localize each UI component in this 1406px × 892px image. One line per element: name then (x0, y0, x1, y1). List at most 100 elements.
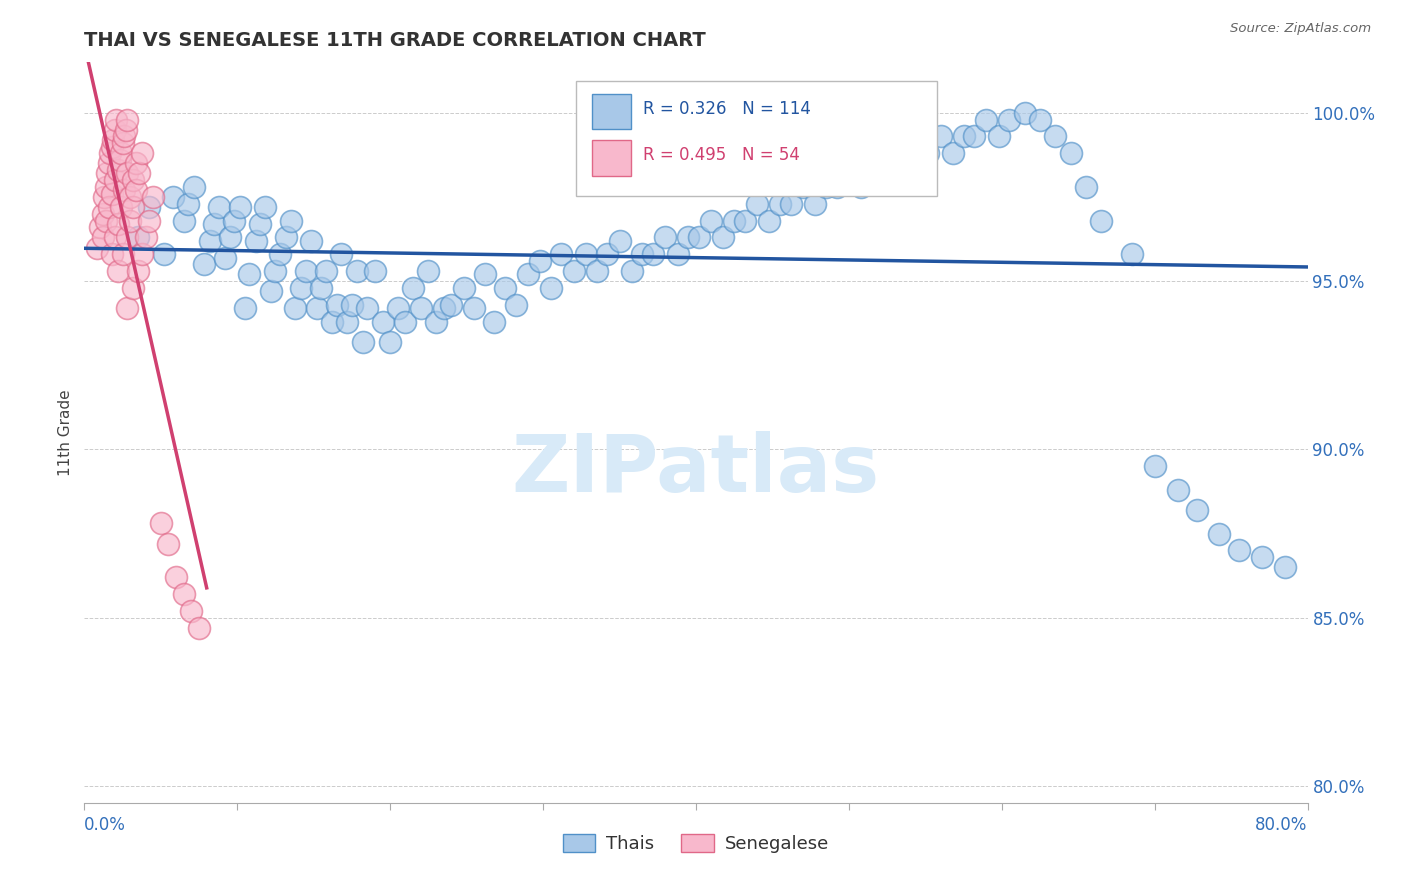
Point (838, 163, 860, 178)
Point (127, 264, 149, 278)
Point (173, 213, 195, 227)
Point (433, 301, 456, 315)
Point (860, 163, 883, 178)
Point (157, 537, 180, 551)
Text: THAI VS SENEGALESE 11TH GRADE CORRELATION CHART: THAI VS SENEGALESE 11TH GRADE CORRELATIO… (84, 30, 706, 50)
Point (264, 264, 287, 278)
Point (98, 146, 121, 161)
Point (814, 180, 837, 194)
Point (792, 180, 814, 194)
Point (734, 213, 756, 227)
Point (253, 200, 276, 214)
Text: Source: ZipAtlas.com: Source: ZipAtlas.com (1230, 22, 1371, 36)
Point (1059, 146, 1081, 161)
Point (280, 213, 302, 227)
Point (110, 200, 132, 214)
FancyBboxPatch shape (576, 81, 936, 195)
Point (165, 570, 187, 584)
Point (346, 264, 368, 278)
Point (315, 264, 337, 278)
Point (202, 217, 225, 231)
Point (494, 281, 516, 295)
Point (872, 163, 894, 178)
Point (97, 156, 120, 170)
Point (482, 315, 505, 329)
Point (120, 213, 142, 227)
Point (180, 604, 202, 618)
Point (976, 112, 998, 127)
Point (122, 200, 145, 214)
Point (284, 301, 307, 315)
Point (453, 281, 475, 295)
Bar (592, 94, 631, 129)
Point (128, 167, 150, 181)
Point (112, 183, 135, 197)
Point (1227, 543, 1250, 558)
Point (101, 247, 124, 261)
Point (208, 200, 231, 214)
Point (105, 112, 128, 127)
Point (112, 129, 135, 144)
Point (678, 230, 700, 244)
Point (463, 301, 485, 315)
Point (364, 264, 387, 278)
Point (96, 167, 118, 181)
Point (340, 298, 363, 312)
Point (91, 207, 114, 221)
Point (402, 281, 425, 295)
Point (311, 281, 333, 295)
Point (104, 122, 127, 136)
Point (779, 196, 801, 211)
Point (107, 217, 129, 231)
Point (321, 315, 343, 329)
Point (245, 234, 267, 248)
Point (425, 315, 447, 329)
Point (1121, 247, 1143, 261)
Point (963, 129, 986, 144)
Point (929, 129, 952, 144)
Point (440, 298, 463, 312)
Point (688, 230, 710, 244)
Point (229, 200, 252, 214)
Point (550, 247, 572, 261)
Point (700, 213, 723, 227)
Point (142, 190, 165, 204)
Point (111, 136, 134, 151)
Legend: Thais, Senegalese: Thais, Senegalese (555, 827, 837, 861)
Point (516, 268, 538, 282)
Point (233, 301, 256, 315)
Point (120, 190, 142, 204)
Point (356, 301, 378, 315)
Point (631, 247, 654, 261)
Point (89, 220, 111, 235)
Point (1208, 526, 1230, 541)
Point (198, 234, 221, 248)
Text: R = 0.326   N = 114: R = 0.326 N = 114 (644, 100, 811, 118)
Point (409, 301, 432, 315)
Point (769, 196, 792, 211)
Point (758, 213, 780, 227)
Point (1090, 213, 1112, 227)
Point (93, 190, 115, 204)
Point (249, 217, 271, 231)
Point (153, 247, 176, 261)
Point (305, 301, 328, 315)
Point (218, 230, 240, 244)
Point (94, 180, 117, 194)
Point (1143, 459, 1166, 474)
Point (97, 200, 120, 214)
Point (1274, 560, 1296, 574)
Point (269, 247, 291, 261)
Point (295, 264, 318, 278)
Point (115, 301, 138, 315)
Point (620, 264, 643, 278)
Point (474, 268, 496, 282)
Bar (592, 140, 631, 176)
Point (907, 146, 929, 161)
Point (224, 213, 246, 227)
Point (173, 587, 195, 601)
Point (394, 315, 416, 329)
Point (942, 146, 965, 161)
Point (1014, 106, 1036, 120)
Text: ZIPatlas: ZIPatlas (512, 431, 880, 508)
